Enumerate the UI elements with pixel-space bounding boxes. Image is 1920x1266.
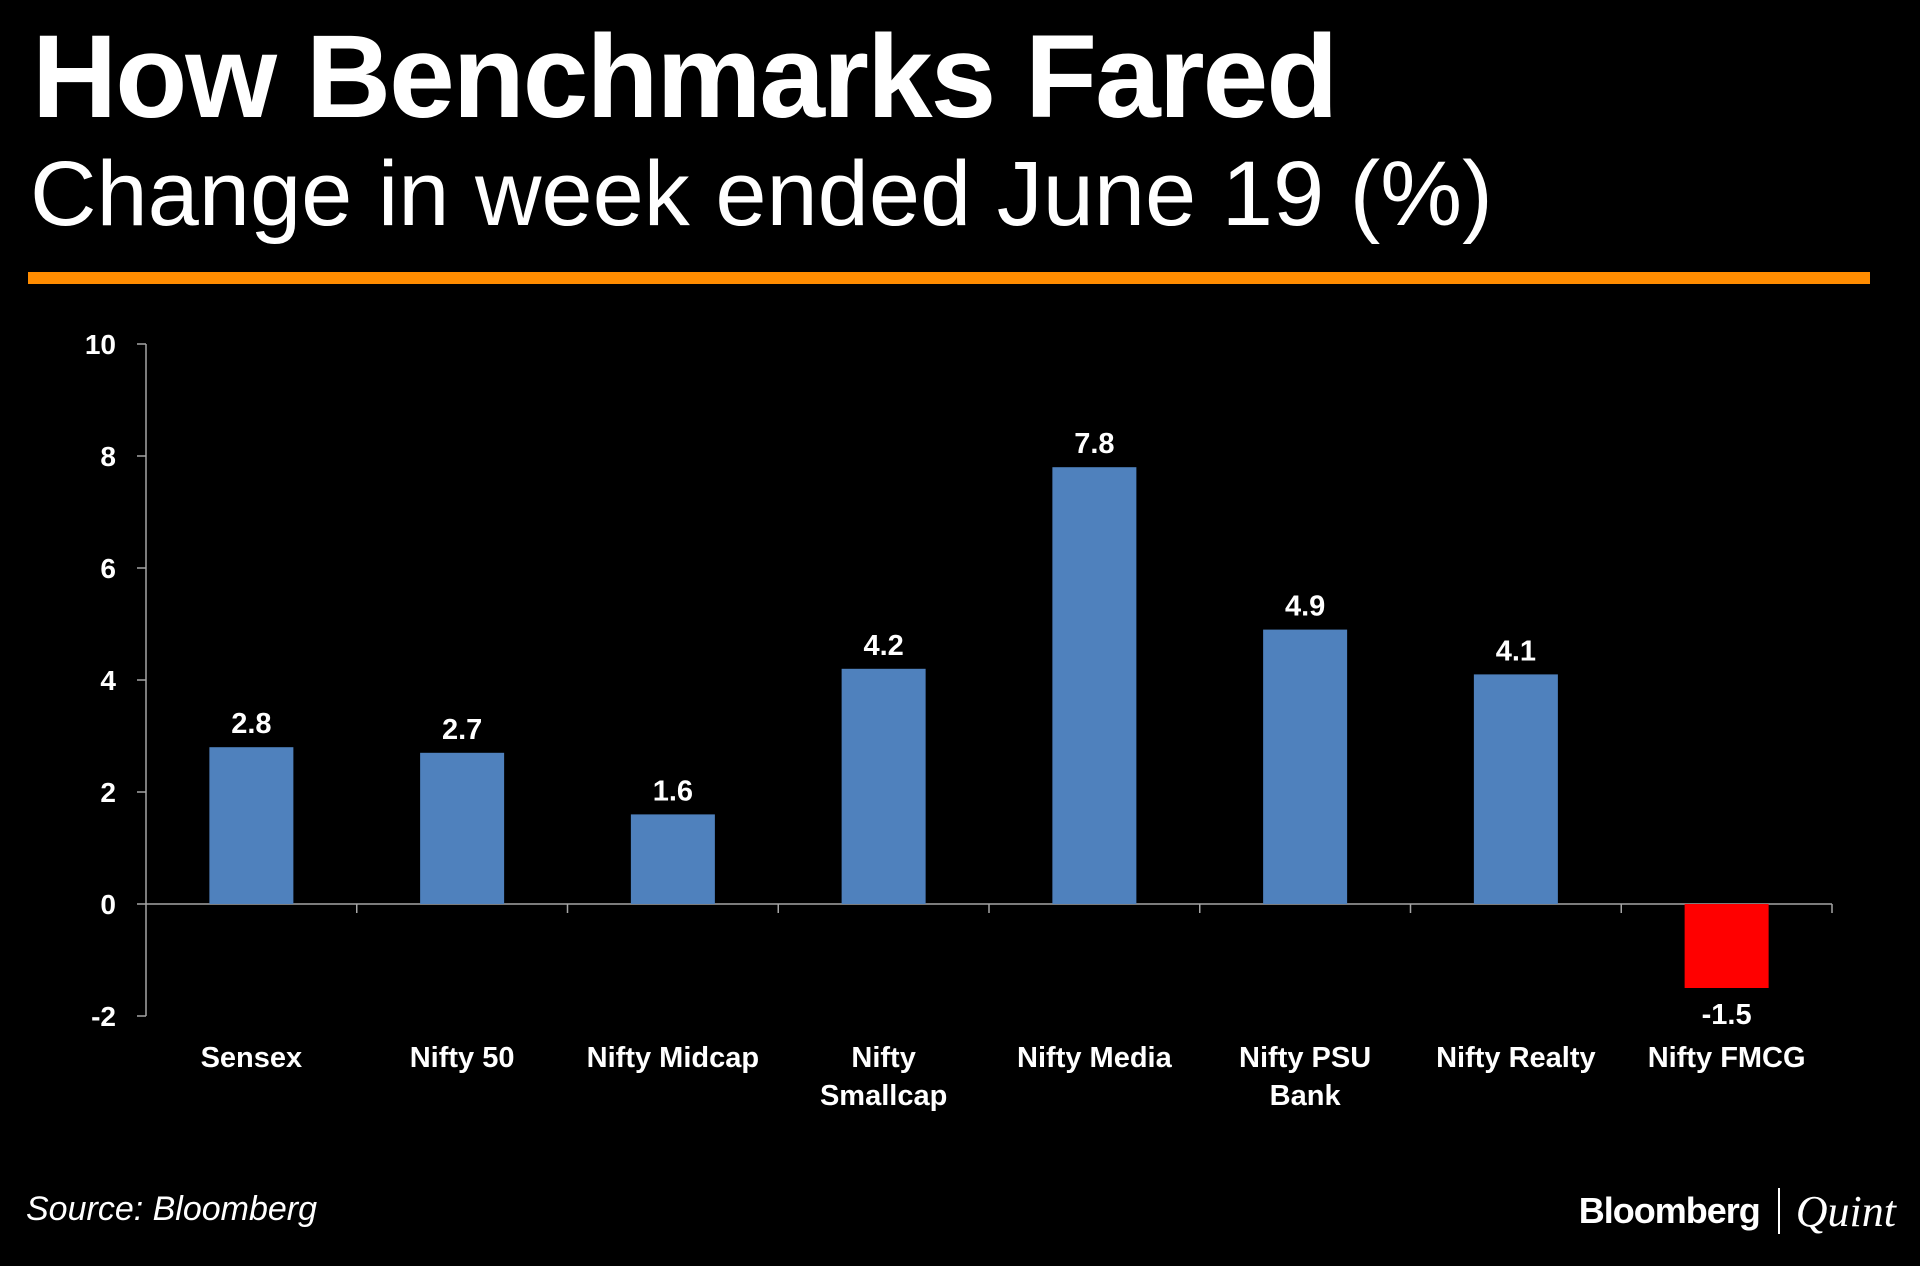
x-tick-label-line: Nifty [851, 1042, 915, 1074]
x-tick-label-line: Nifty Midcap [587, 1042, 759, 1074]
x-tick-label: Nifty 50 [410, 1042, 515, 1074]
x-tick-label-line: Nifty FMCG [1648, 1042, 1806, 1074]
data-label: 4.9 [1285, 591, 1325, 623]
bar-nifty-media [1052, 467, 1137, 904]
x-tick-label-line: Smallcap [820, 1080, 947, 1112]
y-tick-label: -2 [91, 1001, 116, 1032]
data-label: 7.8 [1074, 428, 1114, 460]
accent-divider [28, 272, 1870, 284]
y-tick-label: 4 [100, 665, 116, 696]
x-tick-label-line: Nifty Media [1017, 1042, 1173, 1074]
page-subtitle: Change in week ended June 19 (%) [30, 143, 1493, 245]
bar-nifty-50 [420, 752, 505, 904]
y-tick-label: 10 [85, 329, 116, 360]
data-label: -1.5 [1702, 999, 1752, 1031]
brand-wordmark: Bloomberg [1578, 1190, 1761, 1231]
y-tick-label: 6 [100, 553, 116, 584]
x-tick-label: Nifty PSU Bank [1239, 1042, 1371, 1112]
x-tick-label: Nifty Media [1017, 1042, 1173, 1074]
y-tick-label: 8 [100, 441, 116, 472]
x-tick-label-line: Nifty 50 [410, 1042, 515, 1074]
brand-logo: Bloomberg Quint [1579, 1186, 1896, 1236]
y-tick-label: 0 [100, 889, 116, 920]
x-tick-label: Nifty FMCG [1648, 1042, 1806, 1074]
x-tick-label-line: Nifty PSU [1239, 1042, 1371, 1074]
bar-sensex [209, 747, 294, 904]
data-label: 4.2 [863, 630, 903, 662]
bar-nifty-realty [1473, 674, 1558, 904]
bar-nifty-smallcap [841, 668, 926, 904]
x-tick-label: Nifty Smallcap [820, 1042, 947, 1112]
bar-nifty-psu-bank [1263, 629, 1348, 904]
bar-nifty-fmcg [1684, 904, 1769, 988]
x-tick-label-line: Bank [1270, 1080, 1342, 1112]
data-label: 2.7 [442, 714, 482, 746]
bar-nifty-midcap [630, 814, 715, 904]
x-tick-label: Nifty Midcap [587, 1042, 759, 1074]
x-tick-label-line: Nifty Realty [1436, 1042, 1596, 1074]
y-tick-label: 2 [100, 777, 116, 808]
page-title: How Benchmarks Fared [32, 11, 1338, 143]
brand-divider [1777, 1188, 1780, 1234]
data-label: 1.6 [653, 775, 693, 807]
data-label: 4.1 [1496, 635, 1536, 667]
data-label: 2.8 [231, 708, 271, 740]
brand-subwordmark: Quint [1795, 1186, 1896, 1236]
x-tick-label: Nifty Realty [1436, 1042, 1596, 1074]
source-note: Source: Bloomberg [26, 1190, 318, 1228]
x-tick-label-line: Sensex [201, 1042, 303, 1074]
x-tick-label: Sensex [201, 1042, 303, 1074]
